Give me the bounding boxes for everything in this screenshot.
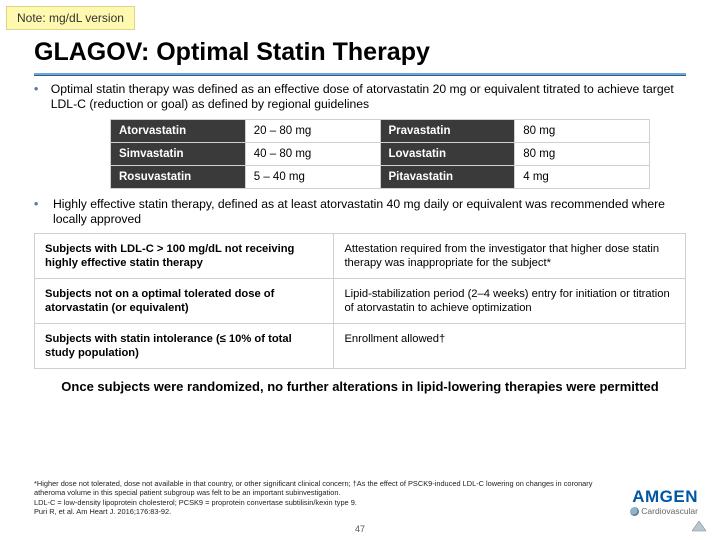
- criteria-left: Subjects with LDL-C > 100 mg/dL not rece…: [35, 234, 334, 279]
- drug-dose: 80 mg: [515, 142, 650, 165]
- brand-sub-text: Cardiovascular: [641, 506, 698, 516]
- closing-statement: Once subjects were randomized, no furthe…: [34, 379, 686, 396]
- drug-name: Pravastatin: [380, 119, 515, 142]
- bullet-2: • Highly effective statin therapy, defin…: [34, 197, 686, 228]
- body: • Optimal statin therapy was defined as …: [34, 82, 686, 396]
- footnote-line: *Higher dose not tolerated, dose not ava…: [34, 479, 600, 498]
- statin-dose-table: Atorvastatin 20 – 80 mg Pravastatin 80 m…: [110, 119, 650, 189]
- drug-name: Atorvastatin: [111, 119, 246, 142]
- criteria-left: Subjects not on a optimal tolerated dose…: [35, 279, 334, 324]
- bullet-mark-icon: •: [34, 82, 41, 113]
- bullet-2-text: Highly effective statin therapy, defined…: [53, 197, 686, 228]
- table-row: Subjects with statin intolerance (≤ 10% …: [35, 324, 686, 369]
- bullet-1-text: Optimal statin therapy was defined as an…: [51, 82, 686, 113]
- criteria-table: Subjects with LDL-C > 100 mg/dL not rece…: [34, 233, 686, 369]
- page-number: 47: [0, 524, 720, 534]
- footnote-line: Puri R, et al. Am Heart J. 2016;176:83-9…: [34, 507, 600, 516]
- drug-dose: 5 – 40 mg: [245, 165, 380, 188]
- title-rule: [34, 73, 686, 76]
- criteria-right: Enrollment allowed†: [334, 324, 686, 369]
- drug-dose: 80 mg: [515, 119, 650, 142]
- table-row: Subjects with LDL-C > 100 mg/dL not rece…: [35, 234, 686, 279]
- drug-name: Lovastatin: [380, 142, 515, 165]
- drug-name: Pitavastatin: [380, 165, 515, 188]
- table-row: Atorvastatin 20 – 80 mg Pravastatin 80 m…: [111, 119, 650, 142]
- bullet-mark-icon: •: [34, 197, 43, 228]
- footnote-line: LDL-C = low-density lipoprotein choleste…: [34, 498, 600, 507]
- criteria-right: Lipid-stabilization period (2–4 weeks) e…: [334, 279, 686, 324]
- drug-dose: 20 – 80 mg: [245, 119, 380, 142]
- footnote: *Higher dose not tolerated, dose not ava…: [34, 479, 600, 516]
- brand-subline: Cardiovascular: [630, 506, 698, 516]
- table-row: Subjects not on a optimal tolerated dose…: [35, 279, 686, 324]
- bullet-1: • Optimal statin therapy was defined as …: [34, 82, 686, 113]
- globe-icon: [630, 507, 639, 516]
- criteria-left: Subjects with statin intolerance (≤ 10% …: [35, 324, 334, 369]
- drug-dose: 4 mg: [515, 165, 650, 188]
- page-title: GLAGOV: Optimal Statin Therapy: [34, 38, 686, 71]
- drug-name: Simvastatin: [111, 142, 246, 165]
- brand-name: AMGEN: [630, 487, 698, 507]
- criteria-right: Attestation required from the investigat…: [334, 234, 686, 279]
- drug-name: Rosuvastatin: [111, 165, 246, 188]
- drug-dose: 40 – 80 mg: [245, 142, 380, 165]
- back-arrow-icon[interactable]: [692, 520, 706, 532]
- table-row: Simvastatin 40 – 80 mg Lovastatin 80 mg: [111, 142, 650, 165]
- note-badge: Note: mg/dL version: [6, 6, 135, 30]
- sponsor-logo: AMGEN Cardiovascular: [630, 487, 698, 516]
- title-block: GLAGOV: Optimal Statin Therapy: [34, 38, 686, 76]
- slide-root: Note: mg/dL version GLAGOV: Optimal Stat…: [0, 0, 720, 540]
- table-row: Rosuvastatin 5 – 40 mg Pitavastatin 4 mg: [111, 165, 650, 188]
